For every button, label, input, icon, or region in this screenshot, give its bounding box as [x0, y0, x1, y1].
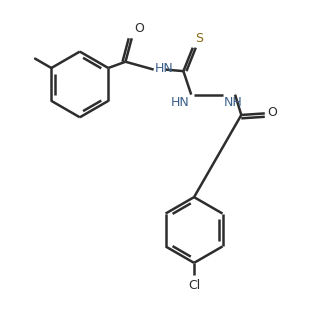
Text: O: O [267, 106, 277, 119]
Text: HN: HN [155, 63, 173, 76]
Text: Cl: Cl [188, 278, 200, 291]
Text: O: O [134, 22, 144, 35]
Text: NH: NH [223, 95, 242, 109]
Text: S: S [195, 32, 203, 45]
Text: HN: HN [171, 95, 190, 109]
